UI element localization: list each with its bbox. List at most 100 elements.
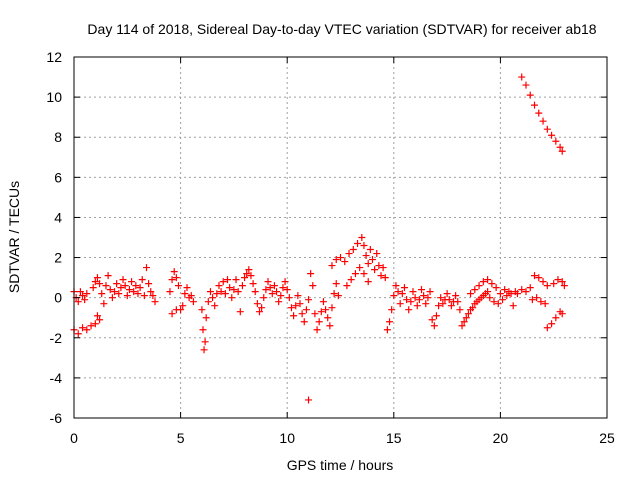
data-point xyxy=(96,280,104,288)
data-point xyxy=(264,278,272,286)
data-point xyxy=(381,274,389,282)
data-point xyxy=(281,278,289,286)
data-point xyxy=(415,296,423,304)
data-point xyxy=(309,282,317,290)
data-point xyxy=(503,292,511,300)
data-point xyxy=(136,284,144,292)
data-point xyxy=(104,272,112,280)
data-point xyxy=(230,286,238,294)
data-point xyxy=(179,302,187,310)
data-point xyxy=(375,262,383,270)
data-point xyxy=(287,304,295,312)
data-point xyxy=(211,302,219,310)
data-point xyxy=(390,292,398,300)
data-point xyxy=(172,306,180,314)
data-point xyxy=(96,316,104,324)
data-point xyxy=(243,270,251,278)
data-point xyxy=(413,302,421,310)
data-point xyxy=(142,264,150,272)
data-point xyxy=(360,270,368,278)
data-point xyxy=(464,310,472,318)
data-point xyxy=(108,294,116,302)
data-point xyxy=(307,270,315,278)
data-point xyxy=(364,278,372,286)
data-point xyxy=(273,288,281,296)
data-point xyxy=(300,318,308,326)
x-tick-label: 5 xyxy=(177,430,185,446)
data-point xyxy=(541,300,549,308)
data-point xyxy=(439,300,447,308)
data-point xyxy=(354,240,362,248)
data-point xyxy=(83,326,91,334)
data-point xyxy=(543,282,551,290)
data-point xyxy=(488,280,496,288)
data-point xyxy=(486,294,494,302)
data-point xyxy=(328,304,336,312)
data-point xyxy=(543,324,551,332)
data-point xyxy=(407,298,415,306)
data-point xyxy=(518,73,526,81)
data-point xyxy=(330,290,338,298)
data-point xyxy=(533,294,541,302)
y-tick-label: -6 xyxy=(50,410,63,426)
data-point xyxy=(234,288,242,296)
data-point xyxy=(379,264,387,272)
data-point xyxy=(552,314,560,322)
data-point xyxy=(100,300,108,308)
data-point xyxy=(518,286,526,294)
data-point xyxy=(123,292,131,300)
data-point xyxy=(513,290,521,298)
data-point xyxy=(76,288,84,296)
data-point xyxy=(268,290,276,298)
data-point xyxy=(209,294,217,302)
data-point xyxy=(245,266,253,274)
data-point xyxy=(91,320,99,328)
data-point xyxy=(81,296,89,304)
data-point xyxy=(447,302,455,310)
data-point xyxy=(383,326,391,334)
y-axis-label: SDTVAR / TECUs xyxy=(6,181,22,293)
grid-lines xyxy=(74,57,607,418)
data-point xyxy=(93,312,101,320)
data-point xyxy=(147,288,155,296)
data-point xyxy=(253,300,261,308)
data-point xyxy=(174,282,182,290)
data-point xyxy=(134,290,142,298)
data-point xyxy=(432,312,440,320)
data-point xyxy=(113,280,121,288)
data-point xyxy=(494,300,502,308)
data-point xyxy=(343,282,351,290)
data-point xyxy=(394,288,402,296)
data-point xyxy=(226,284,234,292)
data-point xyxy=(221,290,229,298)
data-point xyxy=(315,318,323,326)
data-point xyxy=(206,288,214,296)
data-point xyxy=(292,302,300,310)
data-point xyxy=(228,294,236,302)
data-point xyxy=(151,298,159,306)
data-point xyxy=(366,246,374,254)
data-point xyxy=(224,276,232,284)
data-point xyxy=(554,276,562,284)
data-point xyxy=(255,308,263,316)
data-point xyxy=(319,298,327,306)
data-point xyxy=(364,260,372,268)
data-point xyxy=(501,286,509,294)
data-point xyxy=(260,294,268,302)
data-point xyxy=(132,282,140,290)
data-point xyxy=(258,304,266,312)
data-point xyxy=(130,288,138,296)
data-point xyxy=(358,234,366,241)
data-point xyxy=(371,266,379,274)
data-point xyxy=(74,330,82,338)
data-point xyxy=(241,274,249,282)
data-point xyxy=(467,290,475,298)
data-point xyxy=(345,250,353,258)
data-point xyxy=(302,306,310,314)
data-point xyxy=(79,324,87,332)
data-point xyxy=(322,306,330,314)
y-tick-label: 12 xyxy=(46,49,62,65)
data-point xyxy=(484,288,492,296)
data-point xyxy=(445,296,453,304)
data-point xyxy=(428,316,436,324)
